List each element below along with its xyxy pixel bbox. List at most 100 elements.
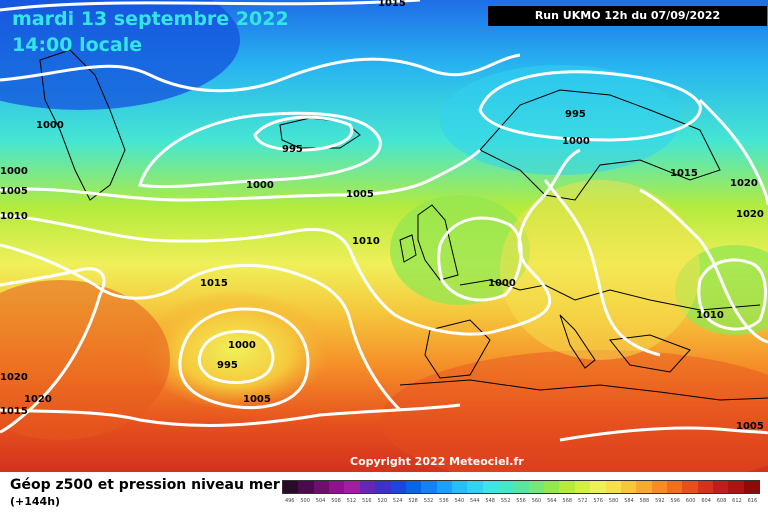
italy-coast <box>559 314 596 369</box>
scale-label: 556 <box>516 498 526 504</box>
isobar-label: 1005 <box>243 394 271 405</box>
isobar-label: 1005 <box>0 186 28 197</box>
scale-label: 592 <box>655 498 665 504</box>
central-europe-area <box>500 180 700 360</box>
isobar-1000-norway <box>478 70 702 142</box>
scandinavia-coast <box>479 89 721 201</box>
scale-swatch <box>713 481 729 493</box>
isobar-1015-central <box>543 179 661 357</box>
scale-label: 500 <box>300 498 310 504</box>
isobar-1020-west <box>0 267 106 434</box>
scale-swatch <box>728 481 744 493</box>
scale-label: 520 <box>377 498 388 504</box>
uk-trough <box>390 195 530 305</box>
scale-swatch <box>605 481 621 493</box>
isobar-1010-east <box>639 188 768 344</box>
isobar-label: 1000 <box>562 136 590 147</box>
isobar-label: 995 <box>565 109 586 120</box>
isobar-1005-atlantic <box>178 307 310 409</box>
isobar-label: 1015 <box>378 0 406 9</box>
scale-label: 612 <box>732 498 742 504</box>
scale-swatch <box>697 481 714 493</box>
isobar-label: 1020 <box>736 209 764 220</box>
map-canvas: 1015 1000 995 1000 995 1000 1000 1005 10… <box>0 0 768 472</box>
scale-label: 564 <box>547 498 557 504</box>
scale-label: 596 <box>670 498 681 504</box>
north-europe-coast <box>459 279 761 311</box>
isobar-label: 1020 <box>730 178 758 189</box>
scale-label: 588 <box>639 498 650 504</box>
scale-label: 512 <box>346 498 357 504</box>
scale-swatch <box>666 481 683 493</box>
scale-label: 608 <box>716 498 727 504</box>
scale-swatch <box>528 481 545 493</box>
scale-swatch <box>636 481 652 493</box>
isobar-1000-atlantic <box>197 329 275 384</box>
scale-swatch <box>375 481 391 493</box>
scale-swatch <box>482 481 499 493</box>
isobar-label: 1000 <box>246 180 274 191</box>
isobar-1005-mid <box>0 148 482 202</box>
scale-swatch <box>743 481 760 493</box>
north-africa-coast <box>399 379 768 401</box>
scale-label: 532 <box>423 498 434 504</box>
atlantic-low-area <box>140 290 330 410</box>
iberia-coast <box>424 319 491 379</box>
scale-label: 552 <box>500 498 511 504</box>
scale-swatch <box>513 481 529 493</box>
scale-label: 560 <box>531 498 542 504</box>
isobar-1015-northeast <box>698 98 768 206</box>
isobar-label: 1015 <box>200 278 228 289</box>
model-run-label: Run UKMO 12h du 07/09/2022 <box>488 6 767 26</box>
scale-label: 540 <box>454 498 465 504</box>
isobar-label: 1005 <box>346 189 374 200</box>
scale-label: 584 <box>624 498 634 504</box>
isobar-label: 1015 <box>670 168 698 179</box>
isobar-label: 1015 <box>0 406 28 417</box>
balkans-coast <box>609 334 691 373</box>
forecast-date-title: mardi 13 septembre 2022 <box>12 8 289 30</box>
isobar-1005-south <box>559 426 768 442</box>
scale-label: 496 <box>284 498 295 504</box>
legend-footer: Géop z500 et pression niveau mer (+144h)… <box>0 472 768 512</box>
scale-label: 616 <box>747 498 758 504</box>
legend-subtitle: (+144h) <box>10 495 61 508</box>
isobar-1015-mid <box>0 243 402 412</box>
isobar-1000-uk <box>437 216 523 302</box>
scale-swatch <box>283 481 299 493</box>
scale-label: 580 <box>608 498 619 504</box>
scale-swatch <box>544 481 560 493</box>
great-britain-coast <box>417 204 459 281</box>
isobar-label: 1010 <box>352 236 380 247</box>
scale-swatch <box>436 481 452 493</box>
isobar-1010-east-low <box>697 258 767 331</box>
scale-label: 568 <box>562 498 573 504</box>
scale-swatch <box>390 481 406 493</box>
scale-label: 544 <box>470 498 480 504</box>
isobar-1005-north <box>0 53 521 93</box>
scandinavia-trough <box>440 65 680 175</box>
isobar-995-iceland <box>253 115 354 152</box>
scale-swatch <box>329 481 345 493</box>
legend-title: Géop z500 et pression niveau mer <box>10 477 280 493</box>
scale-label: 548 <box>485 498 495 504</box>
isobar-label: 1010 <box>0 211 28 222</box>
isobar-label: 1000 <box>0 166 28 177</box>
isobar-label: 1000 <box>36 120 64 131</box>
color-scale-labels: 496 500 504 508 512 516 520 524 528 532 536 540 544 5… <box>282 498 760 508</box>
isobar-1010 <box>0 148 581 336</box>
scale-swatch <box>298 481 314 493</box>
copyright-text: Copyright 2022 Meteociel.fr <box>350 455 524 468</box>
scale-swatch <box>620 481 637 493</box>
scale-swatch <box>590 481 606 493</box>
isobar-labels: 1015 1000 995 1000 995 1000 1000 1005 10… <box>0 0 764 432</box>
color-scale <box>282 480 760 494</box>
isobar-label: 1020 <box>0 372 28 383</box>
scale-swatch <box>313 481 330 493</box>
isobar-label: 995 <box>217 360 238 371</box>
isobar-label: 995 <box>282 144 303 155</box>
scale-label: 600 <box>685 498 696 504</box>
scale-swatch <box>651 481 667 493</box>
isobar-label: 1005 <box>736 421 764 432</box>
isobar-1000-iceland <box>138 111 382 189</box>
